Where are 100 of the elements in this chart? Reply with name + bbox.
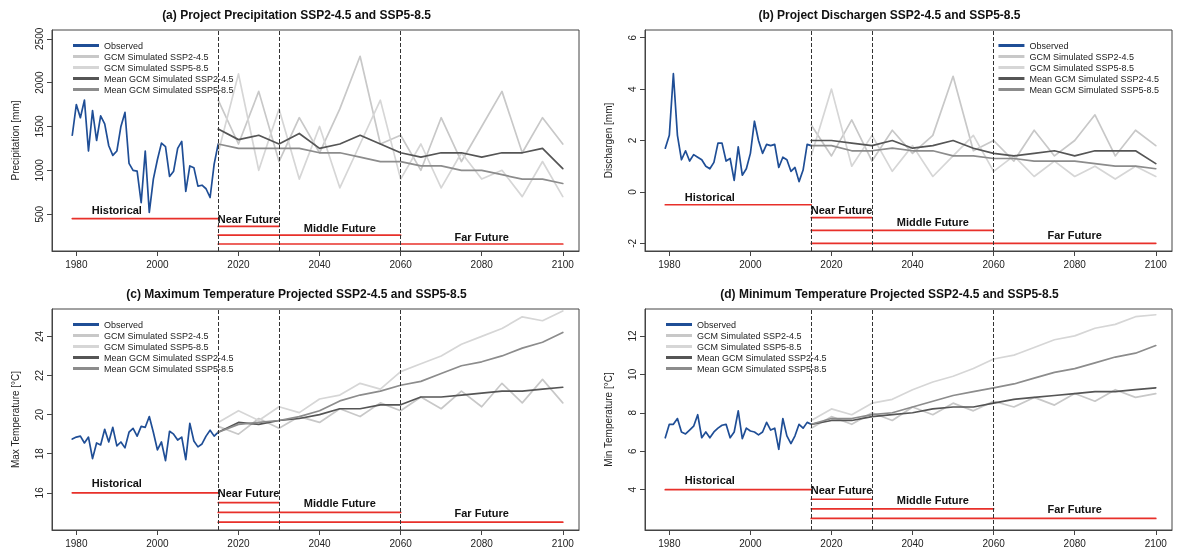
legend-label: GCM Simulated SSP5-8.5 <box>697 341 802 352</box>
x-tick-label: 2080 <box>1063 258 1087 270</box>
y-axis-title: Min Temperature [°C] <box>602 372 614 467</box>
chart-title: (b) Project Dischargen SSP2-4.5 and SSP5-8.5 <box>758 8 1021 22</box>
x-tick-label: 2040 <box>901 258 925 270</box>
y-tick-label: 24 <box>33 330 45 342</box>
legend-label: Mean GCM Simulated SSP5-8.5 <box>697 363 827 374</box>
legend-label: Observed <box>697 319 737 330</box>
y-tick-label: 12 <box>626 329 638 342</box>
y-axis-title: Max Temperature [°C] <box>9 370 21 469</box>
annotation: Near Future <box>217 213 280 226</box>
legend-label: GCM Simulated SSP5-8.5 <box>104 341 209 352</box>
chart-title: (d) Minimum Temperature Projected SSP2-4.5 and SSP5-8.5 <box>720 287 1060 301</box>
annotation: Historical <box>91 204 142 217</box>
y-tick-label: 0 <box>626 188 638 195</box>
y-tick-label: 10 <box>626 368 638 380</box>
annotation: Middle Future <box>896 493 969 506</box>
legend-label: Mean GCM Simulated SSP5-8.5 <box>1029 84 1160 95</box>
annotation: Far Future <box>454 230 509 243</box>
line-series <box>217 143 564 185</box>
line-series <box>217 378 564 436</box>
y-tick-label: 6 <box>626 447 638 454</box>
legend-label: Observed <box>1029 40 1069 51</box>
x-tick-label: 2040 <box>308 537 332 549</box>
line-series <box>217 128 564 170</box>
legend-label: GCM Simulated SSP5-8.5 <box>1029 62 1134 73</box>
x-tick-label: 2020 <box>820 537 844 549</box>
line-series <box>810 139 1157 165</box>
legend-label: Mean GCM Simulated SSP5-8.5 <box>104 84 234 95</box>
y-tick-label: 500 <box>33 205 45 223</box>
x-tick-label: 2080 <box>470 537 494 549</box>
annotation: Middle Future <box>896 216 969 229</box>
legend-label: GCM Simulated SSP2-4.5 <box>1029 51 1134 62</box>
line-series <box>810 75 1157 162</box>
line-series <box>664 410 813 451</box>
line-series <box>71 99 220 214</box>
y-tick-label: 18 <box>33 447 45 460</box>
chart-title: (c) Maximum Temperature Projected SSP2-4.5 and SSP5-8.5 <box>126 287 468 301</box>
line-series <box>71 415 220 462</box>
x-tick-label: 2000 <box>739 537 762 549</box>
x-tick-label: 1980 <box>65 537 88 549</box>
legend-label: Observed <box>104 40 144 51</box>
y-tick-label: -2 <box>626 238 638 248</box>
legend-label: GCM Simulated SSP2-4.5 <box>104 330 209 341</box>
annotation: Far Future <box>1047 229 1102 242</box>
x-tick-label: 2020 <box>820 258 844 270</box>
x-tick-label: 2000 <box>146 258 169 270</box>
x-tick-label: 2060 <box>389 537 413 549</box>
chart-title: (a) Project Precipitation SSP2-4.5 and SSP5-8.5 <box>162 8 432 22</box>
x-tick-label: 2040 <box>308 258 332 270</box>
annotation: Near Future <box>217 487 280 500</box>
legend-label: Mean GCM Simulated SSP2-4.5 <box>697 352 827 363</box>
x-tick-label: 2100 <box>1144 258 1168 270</box>
x-tick-label: 1980 <box>65 258 88 270</box>
y-tick-label: 2500 <box>33 27 45 50</box>
x-tick-label: 1980 <box>658 258 681 270</box>
legend-label: GCM Simulated SSP2-4.5 <box>697 330 802 341</box>
x-tick-label: 2100 <box>1144 537 1168 549</box>
annotation: Middle Future <box>303 221 376 234</box>
y-tick-label: 16 <box>33 486 45 499</box>
x-tick-label: 2080 <box>1063 537 1087 549</box>
annotation: Middle Future <box>303 496 376 509</box>
x-tick-label: 2000 <box>146 537 169 549</box>
line-series <box>810 88 1157 180</box>
y-tick-label: 20 <box>33 408 45 421</box>
y-axis-title: Precipitation [mm] <box>9 100 21 181</box>
annotation: Historical <box>91 477 142 490</box>
y-tick-label: 4 <box>626 486 638 493</box>
y-tick-label: 2 <box>626 137 638 144</box>
x-tick-label: 2020 <box>227 258 251 270</box>
y-tick-label: 8 <box>626 409 638 416</box>
y-tick-label: 4 <box>626 85 638 92</box>
legend-label: Mean GCM Simulated SSP2-4.5 <box>104 73 234 84</box>
legend-label: Mean GCM Simulated SSP2-4.5 <box>1029 73 1160 84</box>
line-series <box>810 144 1157 170</box>
x-tick-label: 2000 <box>739 258 762 270</box>
x-tick-label: 2100 <box>551 537 575 549</box>
legend-label: Mean GCM Simulated SSP2-4.5 <box>104 352 234 363</box>
annotation: Far Future <box>1047 503 1102 516</box>
x-tick-label: 1980 <box>658 537 681 549</box>
annotation: Historical <box>684 190 735 203</box>
y-tick-label: 2000 <box>33 71 45 94</box>
y-tick-label: 22 <box>33 369 45 382</box>
annotation: Historical <box>684 474 735 487</box>
x-tick-label: 2020 <box>227 537 251 549</box>
y-axis-title: Dischargen [mm] <box>602 102 614 179</box>
legend-label: GCM Simulated SSP2-4.5 <box>104 51 209 62</box>
x-tick-label: 2060 <box>982 258 1006 270</box>
y-tick-label: 1000 <box>33 158 45 182</box>
line-series <box>664 72 813 183</box>
annotation: Near Future <box>810 203 873 216</box>
x-tick-label: 2080 <box>470 258 494 270</box>
legend-label: Observed <box>104 319 144 330</box>
legend-label: Mean GCM Simulated SSP5-8.5 <box>104 363 234 374</box>
legend-label: GCM Simulated SSP5-8.5 <box>104 62 209 73</box>
annotation: Near Future <box>810 483 873 496</box>
x-tick-label: 2040 <box>901 537 925 549</box>
y-tick-label: 1500 <box>33 114 45 138</box>
annotation: Far Future <box>454 506 509 519</box>
x-tick-label: 2060 <box>982 537 1006 549</box>
